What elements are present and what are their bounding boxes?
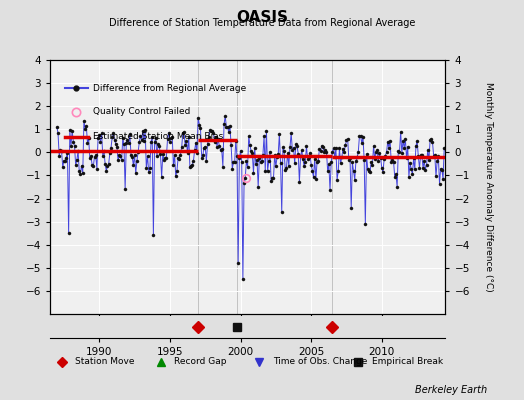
Text: Station Move: Station Move	[75, 358, 135, 366]
Text: Estimated Station Mean Bias: Estimated Station Mean Bias	[93, 132, 224, 141]
Text: Berkeley Earth: Berkeley Earth	[415, 385, 487, 395]
Text: Difference from Regional Average: Difference from Regional Average	[93, 84, 246, 93]
Text: Quality Control Failed: Quality Control Failed	[93, 108, 191, 116]
Text: Record Gap: Record Gap	[174, 358, 227, 366]
Text: Time of Obs. Change: Time of Obs. Change	[274, 358, 368, 366]
Text: Empirical Break: Empirical Break	[372, 358, 443, 366]
Text: Difference of Station Temperature Data from Regional Average: Difference of Station Temperature Data f…	[109, 18, 415, 28]
Y-axis label: Monthly Temperature Anomaly Difference (°C): Monthly Temperature Anomaly Difference (…	[484, 82, 493, 292]
Text: OASIS: OASIS	[236, 10, 288, 25]
